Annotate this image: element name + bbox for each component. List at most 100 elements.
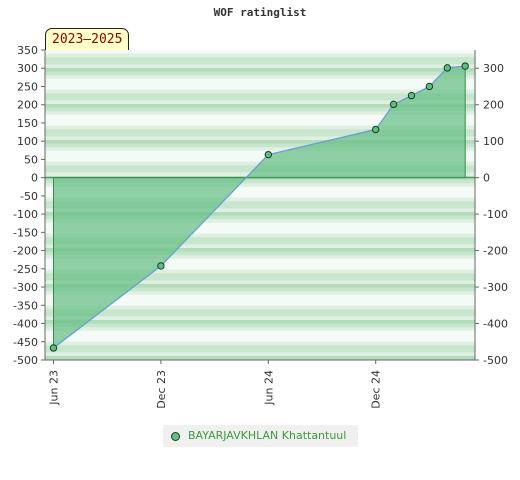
background-band [45, 68, 475, 72]
background-band [45, 140, 475, 144]
background-band [45, 212, 475, 216]
y-tick-label-left: -50 [20, 190, 38, 203]
y-tick-label-right: 300 [483, 62, 504, 75]
background-band [45, 71, 475, 76]
background-band [45, 179, 475, 184]
legend-marker [171, 432, 180, 441]
background-band [45, 248, 475, 252]
background-band [45, 334, 475, 339]
y-tick-label-left: 300 [17, 62, 38, 75]
background-band [45, 136, 475, 141]
background-band [45, 215, 475, 220]
y-tick-label-left: -300 [13, 281, 38, 294]
y-tick-label-left: -450 [13, 336, 38, 349]
background-band [45, 75, 475, 80]
background-band [45, 345, 475, 350]
background-band [45, 237, 475, 242]
background-band [45, 266, 475, 270]
background-band [45, 327, 475, 332]
y-tick-label-right: -500 [483, 354, 508, 367]
y-tick-label-right: 100 [483, 135, 504, 148]
y-tick-label-right: 200 [483, 99, 504, 112]
background-band [45, 348, 475, 353]
background-band [45, 276, 475, 281]
data-point [372, 125, 380, 134]
y-tick-label-right: -200 [483, 245, 508, 258]
background-band [45, 341, 475, 346]
data-point [389, 100, 398, 109]
y-tick-label-right: 0 [483, 172, 490, 185]
background-band [45, 338, 475, 342]
background-band [45, 356, 475, 360]
background-band [45, 258, 475, 263]
data-point [461, 62, 469, 70]
background-band [45, 302, 475, 306]
chart-title: WOF ratinglist [213, 6, 307, 19]
background-band [45, 240, 475, 245]
background-band [45, 86, 475, 90]
y-tick-label-left: -200 [13, 245, 38, 258]
background-band [45, 143, 475, 148]
background-band [45, 186, 475, 191]
background-band [45, 82, 475, 87]
background-band [45, 158, 475, 162]
background-band [45, 201, 475, 206]
background-band [45, 93, 475, 98]
background-band [45, 111, 475, 116]
data-point [264, 150, 272, 159]
background-band [45, 197, 475, 202]
background-band [45, 287, 475, 292]
background-band [45, 190, 475, 195]
background-band [45, 226, 475, 231]
y-tick-label-right: -100 [483, 208, 508, 221]
background-band [45, 60, 475, 65]
y-tick-label-right: -300 [483, 281, 508, 294]
background-band [45, 150, 475, 155]
background-band [45, 107, 475, 112]
background-band [45, 222, 475, 227]
background-band [45, 352, 475, 357]
background-band [45, 312, 475, 317]
y-tick-label-right: -400 [483, 318, 508, 331]
y-tick-label-left: -150 [13, 226, 38, 239]
background-band [45, 154, 475, 159]
y-tick-label-left: 100 [17, 135, 38, 148]
background-band [45, 78, 475, 83]
data-point [407, 91, 416, 100]
background-band [45, 251, 475, 256]
background-band [45, 100, 475, 105]
background-band [45, 255, 475, 260]
background-band [45, 122, 475, 126]
background-band [45, 244, 475, 249]
y-tick-label-left: -350 [13, 299, 38, 312]
background-band [45, 114, 475, 119]
background-band [45, 330, 475, 335]
data-point [157, 262, 165, 270]
background-band [45, 132, 475, 137]
background-band [45, 320, 475, 324]
x-tick-label: Jun 24 [262, 370, 275, 406]
legend-label: BAYARJAVKHLAN Khattantuul [188, 429, 347, 442]
background-band [45, 291, 475, 296]
x-tick-label: Jun 23 [48, 370, 61, 406]
x-tick-label: Dec 23 [155, 370, 168, 409]
y-tick-label-left: -250 [13, 263, 38, 276]
background-band [45, 129, 475, 134]
data-point [49, 344, 58, 352]
background-band [45, 309, 475, 314]
y-tick-label-left: -500 [13, 354, 38, 367]
background-band [45, 125, 475, 130]
background-band [45, 316, 475, 321]
background-band [45, 104, 475, 108]
background-band [45, 273, 475, 278]
y-tick-label-left: 250 [17, 80, 38, 93]
background-band [45, 280, 475, 285]
background-band [45, 298, 475, 303]
background-band [45, 50, 475, 54]
background-band [45, 233, 475, 238]
legend: BAYARJAVKHLAN Khattantuul [163, 425, 358, 447]
background-band [45, 323, 475, 328]
background-band [45, 204, 475, 209]
